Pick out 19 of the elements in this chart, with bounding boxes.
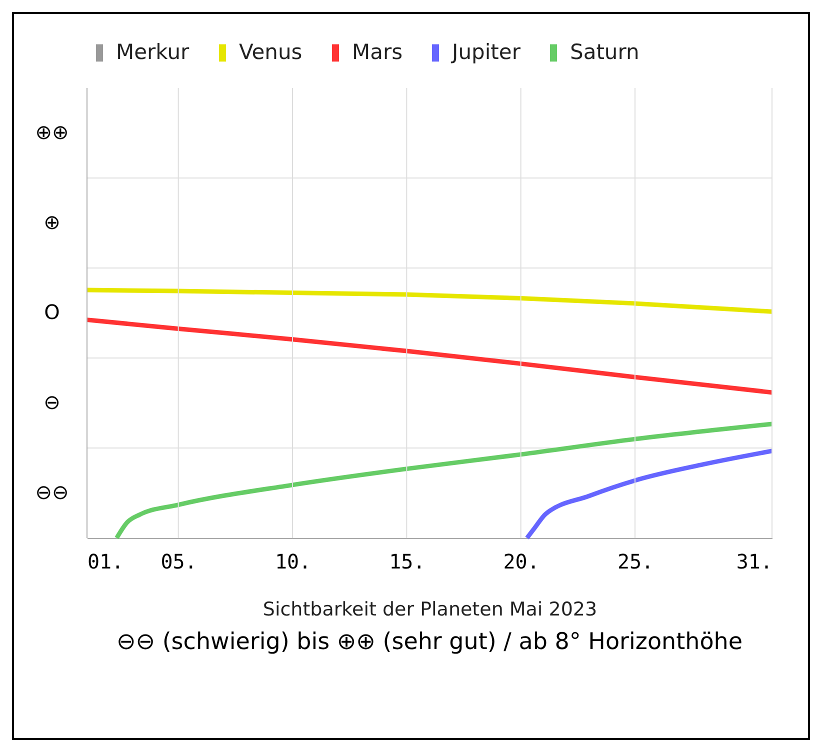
legend-label: Saturn	[570, 40, 640, 64]
text: ⊕	[44, 210, 60, 234]
legend-label: Mars	[352, 40, 403, 64]
x-tick-label: 25.	[617, 550, 654, 574]
x-tick-label: 20.	[503, 550, 540, 574]
text: ⊕⊕	[35, 120, 69, 144]
legend-label: Jupiter	[450, 40, 521, 64]
text: ⊖⊖	[35, 480, 69, 504]
x-axis-title: Sichtbarkeit der Planeten Mai 2023	[262, 598, 598, 620]
x-tick-label: 05.	[160, 550, 197, 574]
legend-label: Merkur	[116, 40, 190, 64]
x-tick-label: 10.	[274, 550, 312, 574]
text: ⊖⊖ (schwierig) bis ⊕⊕ (sehr gut) / ab 8° Horizonthöhe	[116, 629, 743, 655]
x-tick-label: 15.	[389, 550, 426, 574]
legend-label: Venus	[239, 40, 302, 64]
x-tick-label: 31.	[736, 550, 772, 574]
text: O	[44, 300, 60, 324]
x-tick-label: 01.	[88, 550, 124, 574]
text: ⊖	[44, 390, 60, 414]
